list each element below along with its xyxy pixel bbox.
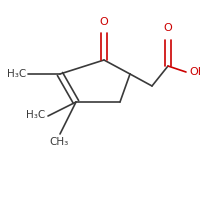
Text: OH: OH [189, 67, 200, 77]
Text: O: O [100, 17, 108, 27]
Text: O: O [164, 23, 172, 33]
Text: CH₃: CH₃ [49, 137, 69, 147]
Text: H₃C: H₃C [7, 69, 26, 79]
Text: H₃C: H₃C [26, 110, 45, 120]
